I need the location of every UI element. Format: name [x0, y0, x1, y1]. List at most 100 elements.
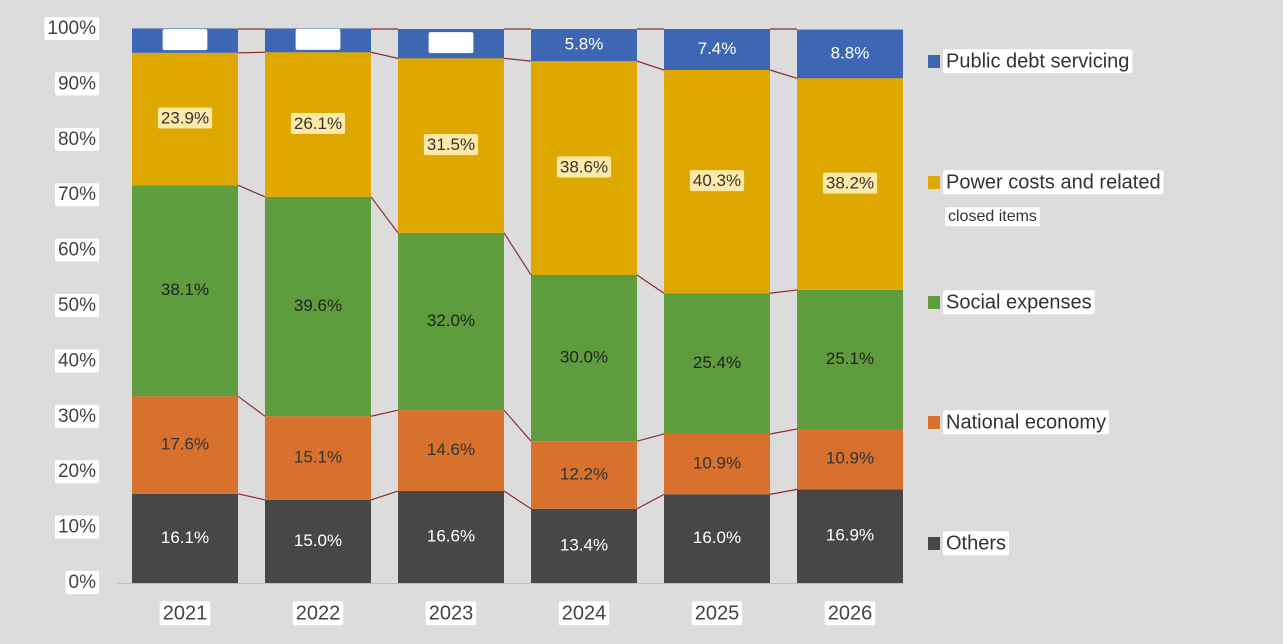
data-label-group: 10.9%	[822, 447, 878, 469]
legend-swatch	[928, 176, 940, 189]
data-label: 16.1%	[161, 528, 209, 547]
x-tick-label: 2025	[695, 602, 740, 624]
legend-swatch	[928, 55, 940, 68]
connector-line	[503, 57, 532, 62]
data-label-bg	[556, 463, 612, 485]
y-tick-label-group: 60%	[54, 238, 100, 262]
y-tick-label-bg	[54, 183, 100, 207]
data-label: 38.1%	[161, 280, 209, 299]
connector-line	[769, 488, 798, 495]
data-label: 5.8%	[565, 35, 604, 54]
data-label-group: 32.0%	[423, 309, 479, 331]
connector-line	[769, 69, 798, 79]
data-label: 7.4%	[698, 39, 737, 58]
y-tick-label: 0%	[69, 572, 97, 593]
data-label-bg	[423, 439, 479, 461]
connector-line	[503, 490, 532, 510]
data-label: 10.9%	[826, 449, 874, 468]
data-label-bg	[689, 527, 745, 549]
data-label: 17.6%	[161, 435, 209, 454]
y-tick-label-bg	[54, 72, 100, 96]
connector-line	[370, 51, 399, 59]
x-tick-label-bg	[159, 601, 211, 626]
data-label-group: 4.4%	[162, 29, 208, 51]
data-label-group: 5.8%	[561, 33, 607, 55]
bars-layer	[132, 28, 903, 583]
legend-swatch	[928, 296, 940, 309]
data-label-group: 23.9%	[157, 107, 213, 129]
legend-label-bg	[943, 170, 1164, 195]
y-tick-label: 80%	[58, 129, 96, 150]
y-tick-label: 60%	[58, 240, 96, 261]
data-label: 26.1%	[294, 114, 342, 133]
data-label: 16.6%	[427, 527, 475, 546]
data-label: 40.3%	[693, 171, 741, 190]
legend-label-group: National economy	[943, 410, 1110, 435]
data-label: 15.0%	[294, 531, 342, 550]
data-label: 12.2%	[560, 464, 608, 483]
data-label-bg	[157, 433, 213, 455]
legend-label-line2-bg	[945, 207, 1040, 227]
data-label-group: 38.2%	[822, 172, 878, 194]
data-label: 25.1%	[826, 349, 874, 368]
data-label-group: 31.5%	[423, 134, 479, 156]
y-tick-label-bg	[54, 294, 100, 318]
data-label-group: 4.3%	[295, 28, 341, 50]
data-label: 39.6%	[294, 296, 342, 315]
data-label: 30.0%	[560, 348, 608, 367]
data-label-group: 25.1%	[822, 347, 878, 369]
x-tick-label-bg	[824, 601, 876, 626]
x-tick-label-bg	[558, 601, 610, 626]
connector-line	[503, 232, 532, 276]
data-label-bg	[822, 347, 878, 369]
data-label-bg	[428, 32, 474, 54]
data-label-bg	[290, 113, 346, 135]
x-tick-label-group: 2022	[292, 601, 344, 626]
y-tick-label: 100%	[47, 18, 96, 39]
y-tick-label-bg	[44, 17, 100, 41]
y-tick-label-bg	[54, 238, 100, 262]
legend-swatch	[928, 537, 940, 550]
y-tick-label: 90%	[58, 73, 96, 94]
data-label-bg	[689, 170, 745, 192]
data-label-group: 15.0%	[290, 529, 346, 551]
data-label-group: 25.4%	[689, 352, 745, 374]
data-label: 25.4%	[693, 353, 741, 372]
connector-line	[636, 60, 665, 71]
data-label-group: 39.6%	[290, 295, 346, 317]
y-tick-label-bg	[54, 515, 100, 539]
axis-layer: 0% 10% 20% 30% 40% 50% 60% 70% 80% 90% 100% 2021 202…	[44, 17, 904, 626]
connector-line	[636, 274, 665, 294]
data-label-group: 26.1%	[290, 113, 346, 135]
data-label-bg	[694, 37, 740, 59]
data-label: 10.9%	[693, 454, 741, 473]
data-label-bg	[556, 156, 612, 178]
y-tick-label: 30%	[58, 406, 96, 427]
x-tick-label-group: 2026	[824, 601, 876, 626]
data-label-group: 16.6%	[423, 525, 479, 547]
connector-line	[370, 490, 399, 501]
legend: Public debt servicing Power costs and rel…	[928, 49, 1164, 556]
legend-label: Others	[946, 532, 1006, 554]
legend-label: National economy	[946, 411, 1106, 433]
data-label: 8.8%	[831, 43, 870, 62]
x-tick-label: 2024	[562, 602, 607, 624]
data-label: 5.3%	[432, 33, 471, 52]
data-label-bg	[689, 352, 745, 374]
legend-label: Public debt servicing	[946, 50, 1129, 72]
data-label: 38.6%	[560, 158, 608, 177]
legend-swatch	[928, 416, 940, 429]
legend-label-group: Public debt servicing	[943, 49, 1133, 74]
x-tick-label-bg	[292, 601, 344, 626]
x-tick-label-group: 2023	[425, 601, 477, 626]
connector-line	[769, 428, 798, 435]
data-label-bg	[423, 134, 479, 156]
y-tick-label-bg	[54, 460, 100, 484]
data-label-bg	[689, 452, 745, 474]
data-label-group: 16.9%	[822, 524, 878, 546]
data-label: 15.1%	[294, 448, 342, 467]
data-label-group: 12.2%	[556, 463, 612, 485]
y-tick-label-bg	[54, 349, 100, 373]
data-label-bg	[290, 446, 346, 468]
